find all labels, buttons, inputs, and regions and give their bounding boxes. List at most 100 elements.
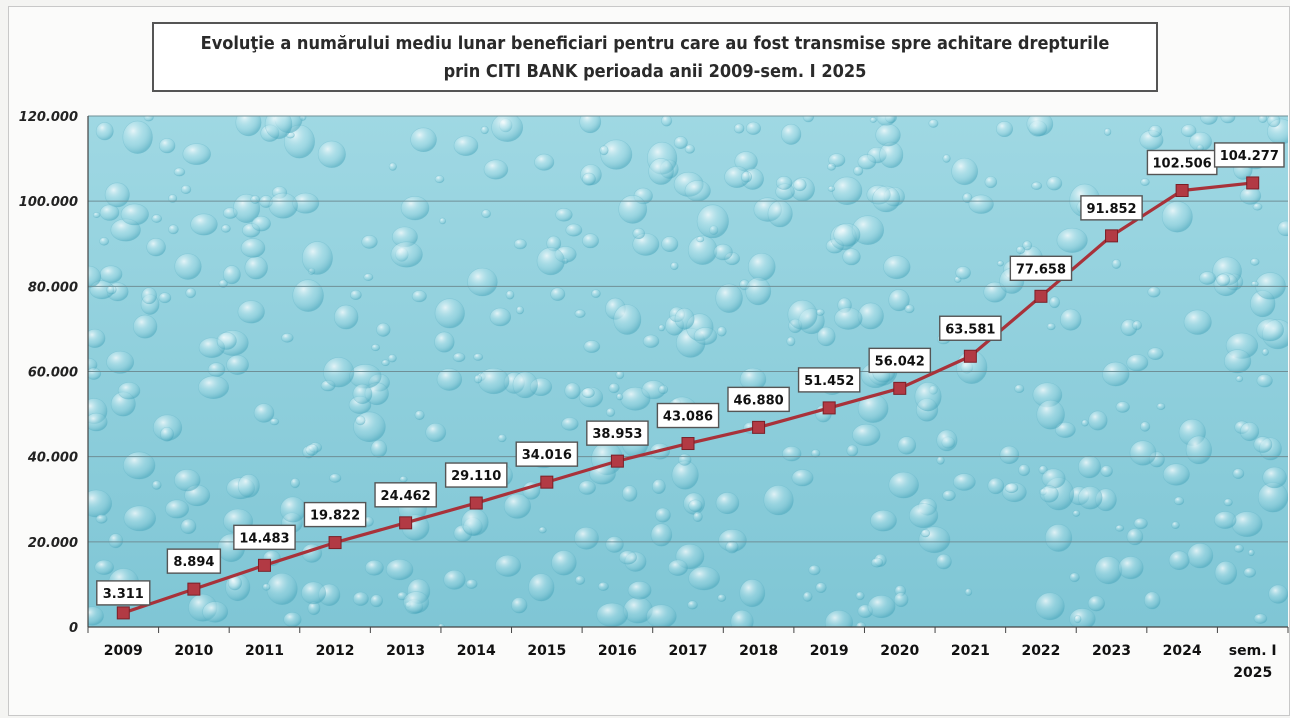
data-label-text: 43.086 xyxy=(663,410,713,425)
y-tick-label: 0 xyxy=(69,621,78,636)
y-tick-label: 100.000 xyxy=(19,195,78,210)
data-point-marker xyxy=(116,606,130,620)
data-point-marker xyxy=(822,401,836,415)
data-label: 51.452 xyxy=(797,367,861,393)
data-label-box xyxy=(166,548,222,574)
chart-title-line-1: Evoluţie a numărului mediu lunar benefic… xyxy=(200,33,1110,54)
data-label-box xyxy=(586,420,649,446)
data-point-marker xyxy=(963,349,977,363)
data-label-text: 104.277 xyxy=(1220,149,1279,164)
data-label: 104.277 xyxy=(1213,142,1285,168)
data-point-marker xyxy=(1034,289,1048,303)
data-label-box xyxy=(939,315,1002,341)
data-label: 91.852 xyxy=(1080,195,1143,221)
data-point-marker xyxy=(257,558,271,572)
data-label-box xyxy=(303,501,367,528)
data-label-text: 77.658 xyxy=(1016,262,1066,277)
data-label-text: 14.483 xyxy=(239,531,289,546)
y-tick-label: 40.000 xyxy=(27,451,78,466)
data-label: 24.462 xyxy=(374,482,437,508)
data-point-marker xyxy=(187,582,201,596)
data-label-text: 24.462 xyxy=(381,489,431,504)
data-label-text: 34.016 xyxy=(522,448,572,463)
data-point-marker xyxy=(893,381,907,395)
y-axis: 0 20.000 40.000 60.000 80.000 100.000 120.000 xyxy=(19,110,89,636)
data-label: 3.311 xyxy=(96,580,151,606)
data-label-box xyxy=(1213,142,1285,168)
chart-title: Evoluţie a numărului mediu lunar benefic… xyxy=(152,22,1158,92)
data-label-box xyxy=(868,347,932,374)
data-label-box xyxy=(797,367,861,393)
x-tick-label: 2022 xyxy=(1021,643,1060,659)
data-point-marker xyxy=(1175,183,1189,197)
x-tick-label: 2024 xyxy=(1163,643,1202,659)
x-tick-label: 2015 xyxy=(527,643,566,659)
data-label-box xyxy=(656,402,720,429)
data-label: 14.483 xyxy=(233,524,296,551)
x-tick-label: 2023 xyxy=(1092,643,1131,659)
x-tick-label: 2012 xyxy=(316,643,355,659)
data-label: 38.953 xyxy=(586,420,649,446)
x-tick-label: 2025 xyxy=(1233,665,1272,681)
data-label-box xyxy=(1080,195,1143,221)
data-label-text: 8.894 xyxy=(173,555,214,570)
data-label-text: 19.822 xyxy=(310,509,360,524)
data-point-marker xyxy=(540,475,554,489)
chart-title-line-2: prin CITI BANK perioada anii 2009-sem. I… xyxy=(443,61,867,82)
data-label-text: 63.581 xyxy=(945,322,995,337)
data-label-box xyxy=(233,524,296,551)
x-tick-label: 2021 xyxy=(951,643,990,659)
data-label-box xyxy=(374,482,437,508)
x-tick-label: 2017 xyxy=(669,643,708,659)
data-label-text: 51.452 xyxy=(804,374,854,389)
data-label: 102.506 xyxy=(1146,149,1218,176)
data-label: 34.016 xyxy=(515,441,579,467)
x-tick-label: 2020 xyxy=(880,643,919,659)
x-tick-label: 2010 xyxy=(174,643,213,659)
x-tick-label: sem. I xyxy=(1229,643,1277,659)
data-label: 46.880 xyxy=(727,386,790,413)
x-tick-label: 2019 xyxy=(810,643,849,659)
x-tick-label: 2016 xyxy=(598,643,637,659)
data-label-text: 46.880 xyxy=(734,393,784,408)
data-label: 8.894 xyxy=(166,548,222,574)
y-tick-label: 120.000 xyxy=(19,110,78,125)
x-tick-label: 2013 xyxy=(386,643,425,659)
data-label: 63.581 xyxy=(939,315,1002,341)
data-label: 29.110 xyxy=(444,462,508,488)
data-point-marker xyxy=(681,437,695,451)
y-tick-label: 20.000 xyxy=(28,536,78,551)
data-label-box xyxy=(727,386,790,413)
x-tick-label: 2018 xyxy=(739,643,778,659)
y-tick-label: 60.000 xyxy=(28,366,78,381)
data-label-box xyxy=(96,580,151,606)
data-point-marker xyxy=(1105,229,1119,243)
data-label: 19.822 xyxy=(303,501,367,528)
data-point-marker xyxy=(328,536,342,550)
data-label-box xyxy=(1009,255,1073,282)
x-tick-label: 2014 xyxy=(457,643,496,659)
data-label-text: 3.311 xyxy=(103,587,144,602)
data-label: 56.042 xyxy=(868,347,932,374)
data-label-box xyxy=(515,441,579,467)
data-point-marker xyxy=(1246,176,1260,190)
x-tick-label: 2009 xyxy=(104,643,143,659)
water-drop-texture xyxy=(88,116,1288,627)
x-tick-label: 2011 xyxy=(245,643,284,659)
data-label-text: 29.110 xyxy=(451,469,501,484)
data-label: 43.086 xyxy=(656,402,720,429)
y-tick-label: 80.000 xyxy=(28,280,78,295)
x-axis: 2009 2010 2011 2012 2013 2014 2015 2016 2017 2018… xyxy=(87,626,1289,681)
data-point-marker xyxy=(610,454,624,468)
data-labels: 3.311 8.894 14.483 19.822 24.462 29.110 34.016… xyxy=(96,142,1285,606)
data-label-text: 38.953 xyxy=(592,427,642,442)
data-label-text: 102.506 xyxy=(1153,156,1212,171)
data-label-text: 91.852 xyxy=(1086,202,1136,217)
data-point-marker xyxy=(399,516,413,530)
data-point-marker xyxy=(752,420,766,434)
data-label-box xyxy=(444,462,508,488)
data-label: 77.658 xyxy=(1009,255,1073,282)
data-point-marker xyxy=(469,496,483,510)
data-label-text: 56.042 xyxy=(875,354,925,369)
